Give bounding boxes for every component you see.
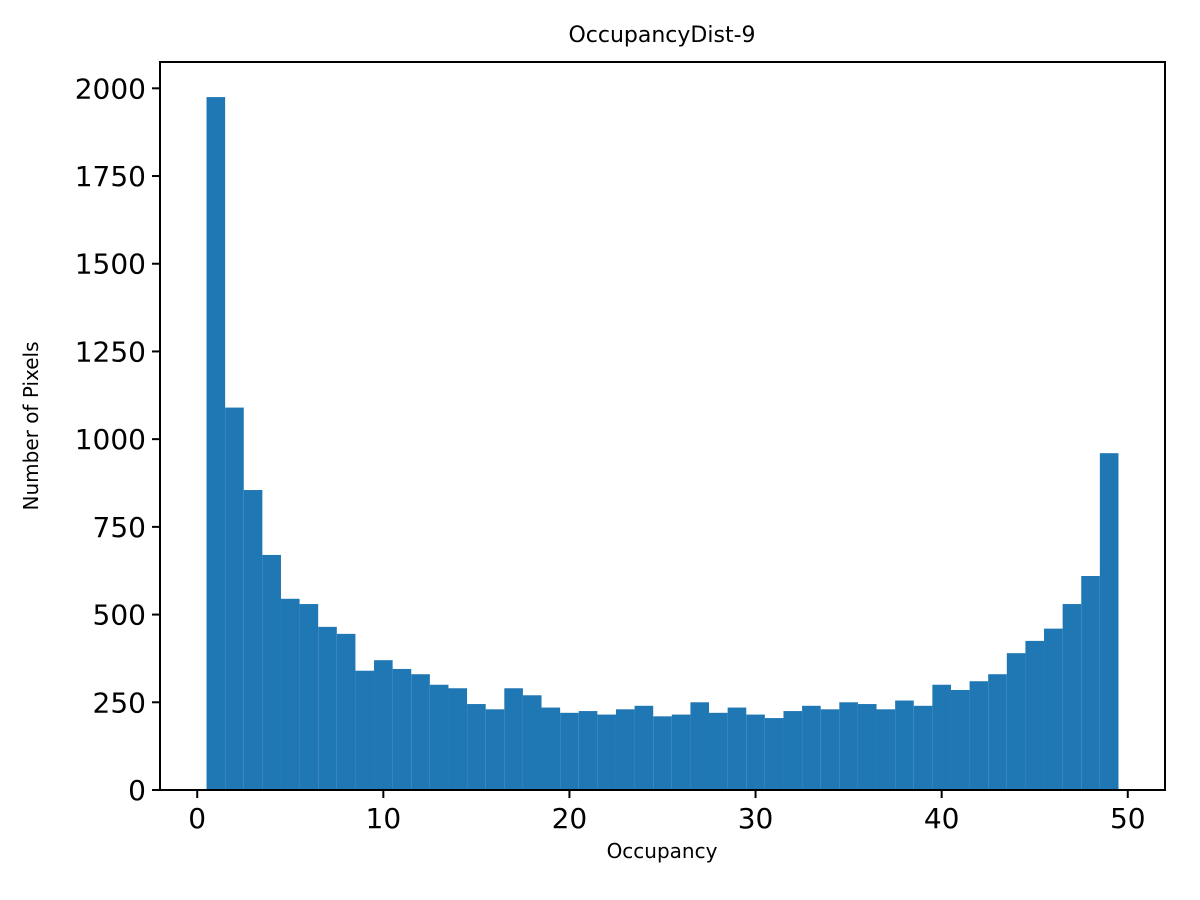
histogram-bar bbox=[1025, 640, 1045, 790]
histogram-bar bbox=[969, 681, 989, 790]
histogram-bar bbox=[895, 700, 914, 790]
y-tick-label: 0 bbox=[128, 774, 146, 807]
x-tick-label: 0 bbox=[188, 802, 206, 835]
histogram-bar bbox=[411, 674, 430, 790]
histogram-bar bbox=[429, 684, 449, 790]
histogram-bar bbox=[727, 707, 747, 790]
histogram-bar bbox=[690, 702, 710, 790]
y-tick-label: 1750 bbox=[75, 160, 146, 193]
histogram-bar bbox=[243, 490, 263, 790]
histogram-bar bbox=[522, 695, 542, 790]
histogram-bar bbox=[541, 707, 561, 790]
y-tick-label: 750 bbox=[93, 511, 146, 544]
y-tick-label: 250 bbox=[93, 686, 146, 719]
histogram-bar bbox=[1044, 628, 1063, 790]
x-tick-label: 10 bbox=[366, 802, 402, 835]
histogram-bar bbox=[448, 688, 468, 790]
x-axis-label: Occupancy bbox=[607, 839, 718, 863]
histogram-bar bbox=[783, 711, 803, 790]
y-tick-label: 1000 bbox=[75, 423, 146, 456]
histogram-bar bbox=[597, 714, 616, 790]
y-axis-ticks: 0 250 500 750 1000 1250 1500 1750 2000 bbox=[75, 72, 160, 807]
histogram-bar bbox=[374, 660, 393, 790]
histogram-bar bbox=[336, 633, 356, 790]
y-tick-label: 500 bbox=[93, 599, 146, 632]
histogram-bar bbox=[913, 705, 933, 790]
histogram-bar bbox=[634, 705, 654, 790]
chart-title: OccupancyDist-9 bbox=[568, 23, 755, 48]
histogram-bar bbox=[485, 709, 505, 790]
histogram-bar bbox=[764, 718, 784, 790]
histogram-bar bbox=[653, 716, 672, 790]
y-tick-label: 2000 bbox=[75, 72, 146, 105]
y-tick-label: 1500 bbox=[75, 248, 146, 281]
histogram-bar bbox=[746, 714, 765, 790]
histogram-bar bbox=[262, 554, 281, 790]
histogram-bar bbox=[318, 626, 337, 790]
x-axis-ticks: 0 10 20 30 40 50 bbox=[188, 790, 1146, 835]
histogram-bar bbox=[615, 709, 635, 790]
axes-box bbox=[159, 61, 1166, 791]
histogram-bar bbox=[988, 674, 1007, 790]
histogram-bar bbox=[950, 690, 970, 790]
histogram-bar bbox=[280, 598, 300, 790]
histogram-bar bbox=[560, 712, 579, 790]
histogram-bar bbox=[355, 670, 375, 790]
histogram-bar bbox=[1006, 653, 1026, 790]
y-tick-label: 1250 bbox=[75, 335, 146, 368]
histogram-bar bbox=[802, 705, 821, 790]
histogram-bar bbox=[857, 704, 877, 790]
y-axis-label: Number of Pixels bbox=[19, 341, 43, 510]
x-tick-label: 50 bbox=[1110, 802, 1146, 835]
histogram-bar bbox=[392, 668, 412, 790]
histogram-bar bbox=[206, 97, 226, 790]
histogram-bar bbox=[932, 684, 951, 790]
histogram-bar bbox=[1081, 575, 1100, 790]
histogram-bar bbox=[671, 714, 691, 790]
histogram-bar bbox=[467, 704, 486, 790]
histogram-bar bbox=[1062, 604, 1082, 790]
histogram-bar bbox=[820, 709, 840, 790]
histogram-bar bbox=[299, 604, 319, 790]
histogram-bar bbox=[504, 688, 523, 790]
x-tick-label: 40 bbox=[924, 802, 960, 835]
histogram-bar bbox=[225, 407, 244, 790]
histogram-bar bbox=[1099, 453, 1119, 790]
histogram-bar bbox=[709, 712, 728, 790]
histogram-bar bbox=[876, 709, 896, 790]
x-tick-label: 30 bbox=[738, 802, 774, 835]
histogram-bar bbox=[578, 711, 598, 790]
bars-group bbox=[206, 97, 1119, 790]
x-tick-label: 20 bbox=[552, 802, 588, 835]
histogram-bar bbox=[839, 702, 858, 790]
